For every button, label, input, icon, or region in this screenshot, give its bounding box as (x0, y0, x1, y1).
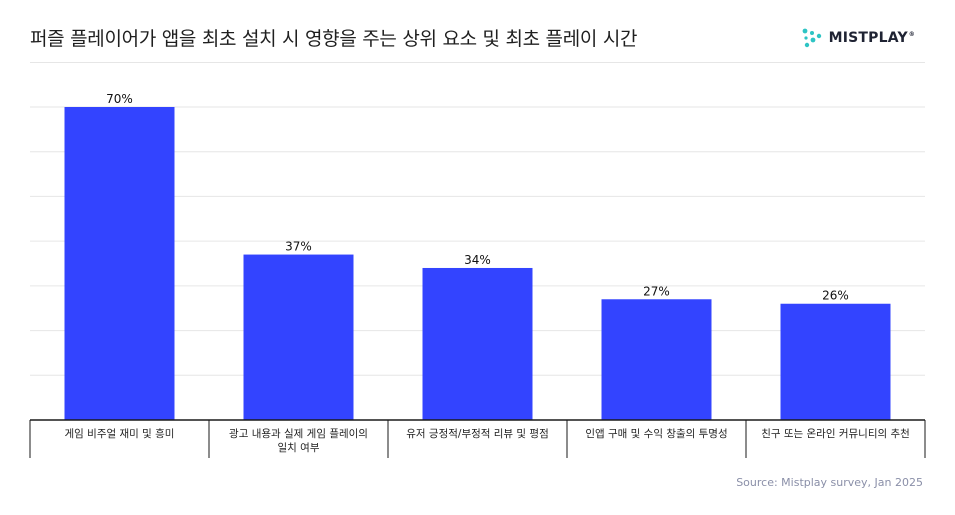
category-label: 친구 또는 온라인 커뮤니티의 추천 (761, 428, 910, 440)
mistplay-logo-icon (802, 28, 821, 48)
data-label: 27% (643, 284, 670, 298)
data-label: 34% (464, 253, 491, 267)
bar (422, 267, 533, 420)
bar (64, 107, 175, 420)
mistplay-logo: MISTPLAY® (801, 27, 915, 49)
header-divider (30, 62, 925, 63)
data-label: 70% (106, 92, 133, 106)
page-title: 퍼즐 플레이어가 앱을 최초 설치 시 영향을 주는 상위 요소 및 최초 플레… (30, 28, 638, 50)
category-label: 게임 비주얼 재미 및 흥미 (65, 427, 175, 440)
logo-wordmark: MISTPLAY® (828, 30, 915, 46)
category-label: 일치 여부 (278, 441, 320, 454)
category-label: 유저 긍정적/부정적 리뷰 및 평점 (406, 428, 548, 440)
category-label: 인앱 구매 및 수익 창출의 투명성 (585, 428, 727, 440)
category-label: 광고 내용과 실제 게임 플레이의 (229, 427, 368, 440)
bar (601, 299, 712, 420)
bar (780, 303, 891, 420)
data-label: 37% (285, 240, 312, 254)
data-label: 26% (822, 289, 849, 303)
bar (243, 254, 354, 420)
source-note: Source: Mistplay survey, Jan 2025 (736, 476, 923, 489)
